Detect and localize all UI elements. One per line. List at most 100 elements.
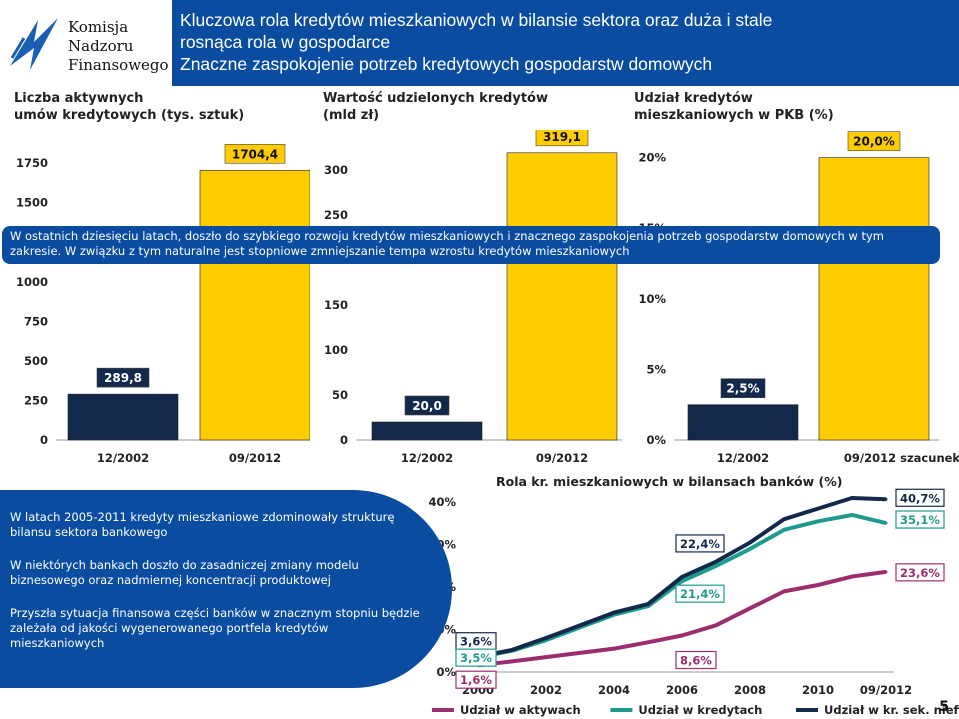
data-point bbox=[646, 640, 650, 644]
y-tick-label: 0 bbox=[40, 433, 48, 447]
data-point bbox=[646, 602, 650, 606]
y-tick-label: 0 bbox=[340, 433, 348, 447]
data-label: 20,0 bbox=[412, 399, 442, 413]
annotation-label: 3,5% bbox=[460, 651, 492, 665]
key-point: Przyszła sytuacja finansowa części bankó… bbox=[10, 606, 420, 650]
chart-title-line: Liczba aktywnych bbox=[14, 91, 144, 106]
y-tick-label: 5% bbox=[646, 362, 666, 376]
bar bbox=[506, 152, 618, 441]
logo: Komisja Nadzoru Finansowego bbox=[0, 0, 170, 88]
y-tick-label: 250 bbox=[324, 208, 348, 222]
y-tick-label: 0% bbox=[646, 433, 666, 447]
data-point bbox=[782, 589, 786, 593]
title-line: rosnąca rola w gospodarce bbox=[180, 32, 391, 52]
data-point bbox=[544, 636, 548, 640]
data-point bbox=[884, 521, 888, 525]
bar bbox=[199, 169, 310, 441]
y-tick-label: 1000 bbox=[16, 275, 48, 289]
data-point bbox=[748, 541, 752, 545]
data-point bbox=[748, 606, 752, 610]
data-label-box bbox=[535, 130, 589, 147]
x-tick-label: 2004 bbox=[598, 683, 630, 697]
x-tick-label: 2002 bbox=[530, 683, 562, 697]
data-point bbox=[816, 519, 820, 523]
bar bbox=[687, 404, 799, 441]
y-tick-label: 500 bbox=[24, 354, 48, 368]
annotation-label: 35,1% bbox=[900, 513, 940, 527]
data-label-box bbox=[404, 395, 450, 416]
annotation-box bbox=[895, 488, 945, 507]
data-point bbox=[782, 517, 786, 521]
summary-callout: W ostatnich dziesięciu latach, doszło do… bbox=[2, 226, 940, 264]
x-tick-label: 09/2012 bbox=[860, 683, 912, 697]
title-line: Znaczne zaspokojenie potrzeb kredytowych… bbox=[180, 54, 713, 74]
data-point bbox=[510, 659, 514, 663]
x-tick-label: 2008 bbox=[734, 683, 766, 697]
data-point bbox=[510, 648, 514, 652]
chart-title-contracts: Liczba aktywnych umów kredytowych (tys. … bbox=[14, 90, 244, 124]
y-tick-label: 300 bbox=[324, 163, 348, 177]
logo-line: Finansowego bbox=[68, 56, 169, 74]
y-tick-label: 250 bbox=[24, 393, 48, 407]
y-tick-label: 40% bbox=[428, 495, 456, 509]
data-point bbox=[578, 651, 582, 655]
data-label-box bbox=[847, 131, 901, 151]
data-point bbox=[544, 655, 548, 659]
annotation-label: 21,4% bbox=[680, 587, 720, 601]
data-label-box bbox=[96, 367, 150, 388]
key-point: W latach 2005-2011 kredyty mieszkaniowe … bbox=[10, 510, 395, 539]
bar bbox=[67, 393, 179, 441]
y-tick-label: 1500 bbox=[16, 196, 48, 210]
legend-label: Udział w aktywach bbox=[460, 703, 581, 717]
bar bbox=[371, 421, 483, 441]
title-line: Kluczowa rola kredytów mieszkaniowych w … bbox=[180, 10, 773, 30]
data-label: 319,1 bbox=[543, 130, 581, 144]
annotation-box bbox=[895, 563, 945, 582]
x-tick-label: 12/2002 bbox=[717, 451, 769, 465]
data-point bbox=[816, 507, 820, 511]
line-chart-bank-role: Rola kr. mieszkaniowych w bilansach bank… bbox=[428, 474, 959, 717]
y-tick-label: 50 bbox=[332, 388, 348, 402]
annotation-box bbox=[455, 648, 497, 667]
bar bbox=[818, 157, 930, 441]
knf-logo-icon bbox=[10, 18, 58, 70]
data-point bbox=[748, 547, 752, 551]
annotation-label: 22,4% bbox=[680, 537, 720, 551]
logo-line: Komisja bbox=[68, 18, 129, 36]
data-label-box bbox=[720, 378, 766, 399]
bar-chart-contracts: 02505007501000125015001750289,812/200217… bbox=[16, 143, 310, 465]
y-tick-label: 10% bbox=[638, 292, 666, 306]
annotation-box bbox=[675, 650, 717, 670]
x-tick-label: 12/2002 bbox=[401, 451, 453, 465]
x-tick-label: 09/2012 szacunek bbox=[844, 451, 959, 465]
logo-line: Nadzoru bbox=[68, 37, 134, 55]
annotation-box bbox=[675, 534, 725, 553]
key-point: W niektórych bankach doszło do zasadnicz… bbox=[10, 558, 359, 587]
data-point bbox=[850, 575, 854, 579]
chart-title-line: (mld zł) bbox=[323, 108, 380, 123]
chart-title-line: umów kredytowych (tys. sztuk) bbox=[14, 108, 245, 123]
annotation-box bbox=[895, 510, 945, 529]
legend-label: Udział w kr. sek. niefinans. bbox=[824, 703, 959, 717]
annotation-label: 40,7% bbox=[900, 491, 940, 505]
annotation-label: 3,6% bbox=[460, 635, 492, 649]
line-chart-title: Rola kr. mieszkaniowych w bilansach bank… bbox=[496, 474, 842, 489]
data-point bbox=[612, 611, 616, 615]
logo-text: Komisja Nadzoru Finansowego bbox=[68, 18, 169, 75]
annotation-label: 23,6% bbox=[900, 566, 940, 580]
legend-label: Udział w kredytach bbox=[638, 703, 762, 717]
y-tick-label: 20% bbox=[638, 151, 666, 165]
data-point bbox=[680, 634, 684, 638]
x-tick-label: 09/2012 bbox=[229, 451, 281, 465]
data-label: 20,0% bbox=[853, 135, 895, 149]
data-point bbox=[714, 623, 718, 627]
data-point bbox=[578, 623, 582, 627]
chart-title-line: Wartość udzielonych kredytów bbox=[323, 91, 548, 106]
y-tick-label: 150 bbox=[324, 298, 348, 312]
y-tick-label: 100 bbox=[324, 343, 348, 357]
title-bar: Kluczowa rola kredytów mieszkaniowych w … bbox=[172, 0, 959, 86]
data-point bbox=[714, 560, 718, 564]
data-point bbox=[850, 513, 854, 517]
data-label-box bbox=[224, 143, 286, 164]
